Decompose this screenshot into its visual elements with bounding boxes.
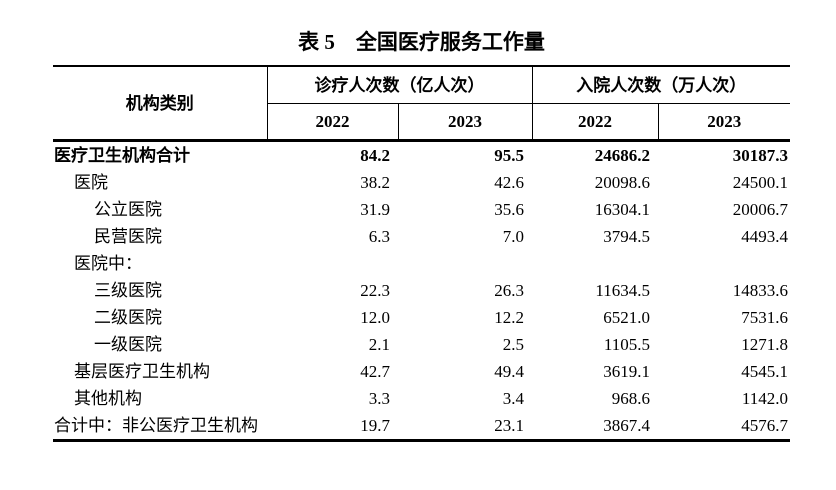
year-header-outpatient-2023: 2023: [398, 103, 533, 142]
table-body: 医疗卫生机构合计 84.2 95.5 24686.2 30187.3 医院 38.2 42.6…: [53, 141, 790, 442]
cell-value: 11634.5: [595, 281, 650, 300]
cell-value: 2.5: [502, 335, 524, 354]
year-header-inpatient-2022: 2022: [532, 103, 659, 142]
cell-value: 7.0: [502, 227, 524, 246]
row-label: 三级医院: [94, 281, 162, 300]
cell-value: 6521.0: [603, 308, 650, 327]
column-group-inpatient-admissions: 入院人次数（万人次）: [532, 65, 790, 104]
row-label: 医院: [74, 173, 108, 192]
table-row: 公立医院 31.9 35.6 16304.1 20006.7: [53, 196, 790, 223]
row-label: 公立医院: [94, 200, 162, 219]
row-label: 其他机构: [74, 389, 142, 408]
cell-value: 26.3: [494, 281, 524, 300]
column-group-outpatient-visits: 诊疗人次数（亿人次）: [267, 65, 533, 104]
cell-value: 3.3: [368, 389, 390, 408]
cell-value: 968.6: [611, 389, 650, 408]
cell-value: 16304.1: [594, 200, 650, 219]
cell-value: 35.6: [494, 200, 524, 219]
cell-value: 14833.6: [732, 281, 788, 300]
cell-value: 30187.3: [732, 146, 788, 165]
table-row: 基层医疗卫生机构 42.7 49.4 3619.1 4545.1: [53, 358, 790, 385]
medical-service-workload-table: 机构类别 诊疗人次数（亿人次） 入院人次数（万人次） 2022 2023 202…: [53, 65, 790, 442]
cell-value: 2.1: [368, 335, 390, 354]
table-row: 其他机构 3.3 3.4 968.6 1142.0: [53, 385, 790, 412]
cell-value: 42.6: [494, 173, 524, 192]
cell-value: [398, 250, 532, 277]
cell-value: 6.3: [368, 227, 390, 246]
table-row: 一级医院 2.1 2.5 1105.5 1271.8: [53, 331, 790, 358]
table-row: 医疗卫生机构合计 84.2 95.5 24686.2 30187.3: [53, 141, 790, 170]
cell-value: 12.2: [494, 308, 524, 327]
cell-value: 95.5: [494, 146, 524, 165]
table-row: 二级医院 12.0 12.2 6521.0 7531.6: [53, 304, 790, 331]
cell-value: 12.0: [360, 308, 390, 327]
table-row: 医院中：: [53, 250, 790, 277]
table-title: 表 5 全国医疗服务工作量: [298, 30, 545, 54]
cell-value: 23.1: [398, 412, 532, 442]
cell-value: 22.3: [360, 281, 390, 300]
cell-value: 31.9: [360, 200, 390, 219]
row-label: 基层医疗卫生机构: [74, 362, 210, 381]
column-header-category: 机构类别: [53, 65, 268, 142]
cell-value: 42.7: [360, 362, 390, 381]
cell-value: 84.2: [360, 146, 390, 165]
table-row: 民营医院 6.3 7.0 3794.5 4493.4: [53, 223, 790, 250]
year-header-outpatient-2022: 2022: [267, 103, 399, 142]
cell-value: 1142.0: [741, 389, 788, 408]
row-label: 医院中：: [74, 254, 142, 273]
table-header: 机构类别 诊疗人次数（亿人次） 入院人次数（万人次） 2022 2023 202…: [53, 65, 790, 142]
cell-value: 20006.7: [732, 200, 788, 219]
header-group-row: 机构类别 诊疗人次数（亿人次） 入院人次数（万人次）: [53, 65, 790, 142]
table-row: 三级医院 22.3 26.3 11634.5 14833.6: [53, 277, 790, 304]
cell-value: 38.2: [360, 173, 390, 192]
cell-value: 1271.8: [741, 335, 788, 354]
cell-value: 3794.5: [603, 227, 650, 246]
row-label: 一级医院: [94, 335, 162, 354]
row-label: 民营医院: [94, 227, 162, 246]
row-label: 合计中：非公医疗卫生机构: [53, 412, 267, 442]
cell-value: [267, 250, 398, 277]
cell-value: 3.4: [502, 389, 524, 408]
cell-value: [658, 250, 790, 277]
cell-value: 20098.6: [594, 173, 650, 192]
cell-value: 4576.7: [658, 412, 790, 442]
table-row: 医院 38.2 42.6 20098.6 24500.1: [53, 169, 790, 196]
cell-value: 3619.1: [603, 362, 650, 381]
row-label: 医疗卫生机构合计: [54, 146, 190, 165]
cell-value: 1105.5: [603, 335, 650, 354]
cell-value: 7531.6: [741, 308, 788, 327]
cell-value: 3867.4: [532, 412, 658, 442]
cell-value: 24686.2: [594, 146, 650, 165]
cell-value: 24500.1: [732, 173, 788, 192]
cell-value: 4545.1: [741, 362, 788, 381]
cell-value: [532, 250, 658, 277]
header-year-row: 2022 2023 2022 2023: [53, 103, 790, 142]
cell-value: 4493.4: [741, 227, 788, 246]
cell-value: 19.7: [267, 412, 398, 442]
cell-value: 49.4: [494, 362, 524, 381]
year-header-inpatient-2023: 2023: [658, 103, 790, 142]
row-label: 二级医院: [94, 308, 162, 327]
table-row: 合计中：非公医疗卫生机构 19.7 23.1 3867.4 4576.7: [53, 412, 790, 442]
